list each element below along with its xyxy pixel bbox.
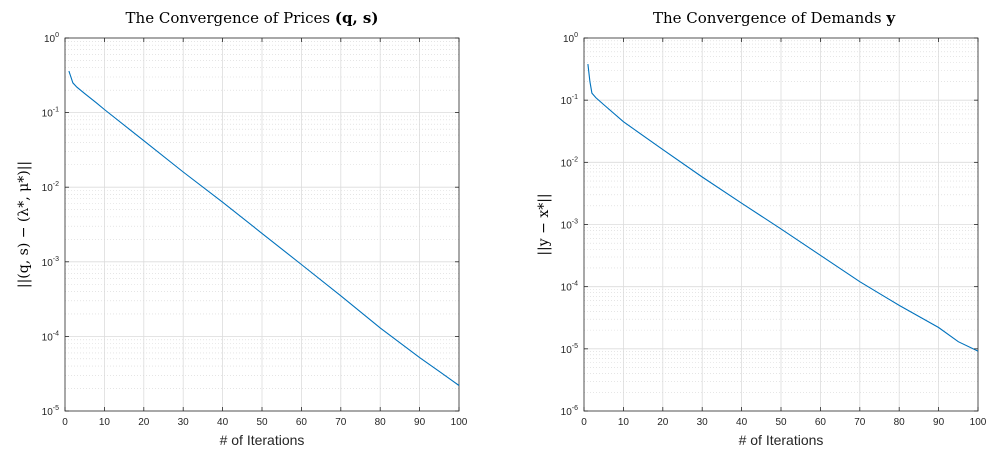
left-y-tick-label: 10-5 [42,405,59,418]
chart-left-x-ticks: 0 10 20 30 40 50 60 70 80 90 100 [62,38,468,428]
chart-right-title-bold: y [885,9,896,27]
left-x-tick-label: 80 [375,417,387,428]
left-x-tick-label: 30 [178,417,190,428]
chart-right-x-ticks: 0 10 20 30 40 50 60 70 80 90 100 [581,38,987,428]
left-y-tick-label: 10-4 [42,330,59,343]
right-y-tick-label: 10-5 [561,343,578,356]
right-x-tick-label: 0 [581,417,587,428]
chart-right-x-axis-label: # of Iterations [739,432,824,448]
left-y-tick-label: 100 [44,32,59,45]
left-x-tick-label: 70 [335,417,347,428]
chart-left-x-axis-label: # of Iterations [220,432,305,448]
right-x-tick-label: 20 [657,417,669,428]
right-y-tick-label: 10-4 [561,281,578,294]
right-x-tick-label: 60 [815,417,827,428]
chart-left-y-ticks: 100 10-1 10-2 10-3 10-4 10-5 [42,32,459,418]
left-x-tick-label: 0 [62,417,68,428]
chart-left: The Convergence of Prices (q, s) 0 10 20 30… [16,9,468,448]
right-y-tick-label: 10-2 [561,156,578,169]
left-x-tick-label: 60 [296,417,308,428]
chart-right-grid [584,38,978,411]
chart-left-title-plain: The Convergence of Prices [126,9,335,27]
chart-right-y-axis-label: ||y − x*|| [536,193,552,255]
chart-left-grid [65,38,459,411]
right-y-tick-label: 10-3 [561,219,578,232]
right-x-tick-label: 10 [618,417,630,428]
chart-right-title-plain: The Convergence of Demands [653,9,886,27]
left-y-tick-label: 10-2 [42,181,59,194]
left-x-tick-label: 100 [451,417,468,428]
chart-left-series-line [68,70,460,386]
right-x-tick-label: 50 [775,417,787,428]
right-x-tick-label: 70 [854,417,866,428]
left-x-tick-label: 90 [414,417,426,428]
right-x-tick-label: 100 [970,417,987,428]
right-y-tick-label: 10-6 [561,405,578,418]
chart-right-title: The Convergence of Demands y [653,9,896,27]
left-x-tick-label: 10 [99,417,111,428]
right-x-tick-label: 90 [933,417,945,428]
chart-right-series-line [587,64,979,352]
chart-left-title: The Convergence of Prices (q, s) [126,9,379,27]
right-x-tick-label: 40 [736,417,748,428]
left-y-tick-label: 10-1 [42,107,59,120]
chart-left-y-axis-label: ||(q, s) − (λ*, μ*)|| [16,161,32,288]
right-y-tick-label: 10-1 [561,94,578,107]
right-x-tick-label: 30 [697,417,709,428]
left-x-tick-label: 40 [217,417,229,428]
chart-right: The Convergence of Demands y 0 10 20 30 40 50… [536,9,987,448]
left-x-tick-label: 20 [138,417,150,428]
left-y-tick-label: 10-3 [42,256,59,269]
chart-right-y-ticks: 100 10-1 10-2 10-3 10-4 10-5 10-6 [561,32,978,418]
right-y-tick-label: 100 [563,32,578,45]
chart-left-title-bold: (q, s) [335,9,379,27]
right-x-tick-label: 80 [894,417,906,428]
left-x-tick-label: 50 [256,417,268,428]
